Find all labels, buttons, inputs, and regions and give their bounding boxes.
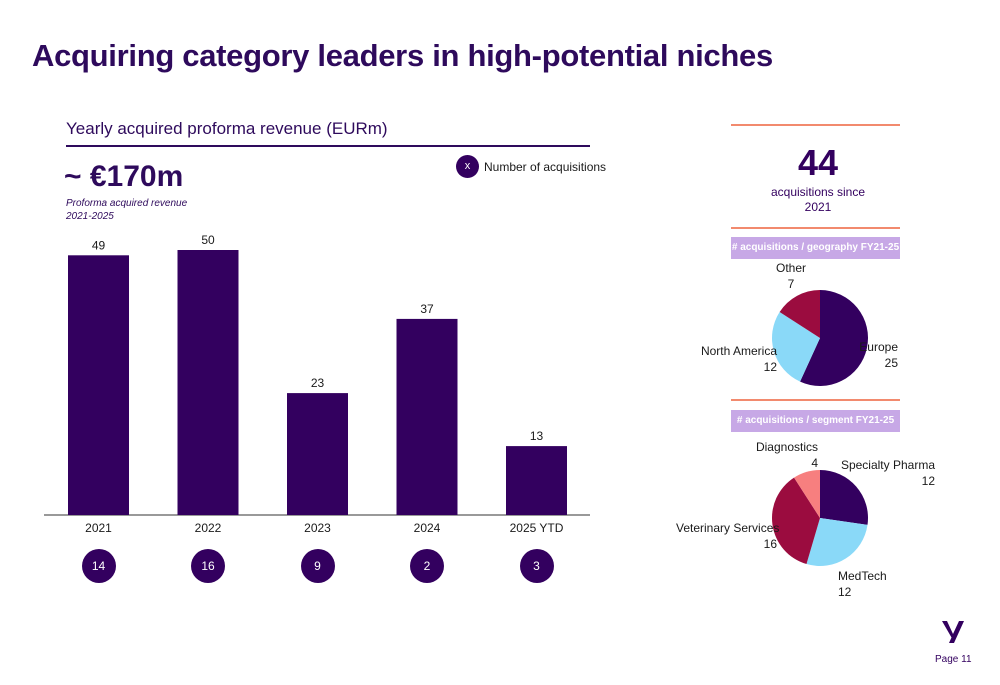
pie-label-veterinary-services: Veterinary Services 16 [676,520,780,552]
kpi-value: 44 [797,142,839,183]
segment-top-rule [731,399,900,401]
legend-label: Number of acquisitions [484,160,607,174]
pie-slice-north-america [772,312,820,382]
pie-label-specialty-pharma: Specialty Pharma 12 [832,457,935,489]
geography-pie [772,290,869,386]
pie-label-diagnostics: Diagnostics 4 [752,439,818,471]
acquisition-count-bubble: 2 [410,549,444,583]
pie-label-value: 16 [763,537,777,551]
bar-2025-ytd [506,446,567,515]
headline-note: Proforma acquired revenue 2021-2025 [66,197,206,223]
segment-header: # acquisitions / segment FY21-25 [731,410,900,432]
pie-label-name: MedTech [838,569,887,583]
bar-value-label: 49 [92,238,106,252]
acquisition-count-bubble: 3 [519,549,554,583]
pie-label-name: Specialty Pharma [840,458,935,472]
kpi-top-rule [731,124,900,126]
x-tick-label: 2025 YTD [510,521,564,535]
pie-label-north-america: North America 12 [700,343,777,375]
pie-label-value: 4 [811,456,818,470]
headline-value: ~ €170m [64,160,184,193]
bar-2021 [68,255,129,516]
bar-value-label: 13 [530,429,544,443]
company-logo-icon [942,621,964,643]
bar-value-label: 23 [311,376,325,390]
segment-pie [771,470,868,567]
page-title: Acquiring category leaders in high-poten… [32,38,773,73]
pie-label-value: 25 [884,356,898,370]
bar-value-label: 50 [201,233,215,247]
page-number: Page 11 [935,654,972,665]
pie-slice-specialty-pharma [820,470,868,525]
headline-note-line1: Proforma acquired revenue [66,198,188,209]
pie-slice-veterinary-services [771,477,820,565]
acquisition-count-bubble: 14 [81,549,116,583]
x-tick-label: 2022 [195,521,222,535]
x-tick-label: 2021 [85,521,112,535]
pie-slice-other [779,290,820,338]
pie-label-value: 12 [763,360,777,374]
pie-slice-diagnostics [794,470,820,518]
bar-2023 [287,393,348,515]
bar-value-label: 37 [420,302,434,316]
acquisition-count-bubble: 9 [300,549,335,583]
pie-label-name: North America [700,344,777,358]
pie-label-value: 7 [787,277,795,291]
pie-label-value: 12 [921,474,935,488]
kpi-text: acquisitions since 2021 [731,185,905,215]
pie-label-name: Europe [859,340,898,354]
kpi-bottom-rule [731,227,900,229]
kpi-text-line1: acquisitions since [770,185,866,199]
legend-symbol: x [456,155,479,178]
pie-slice-europe [800,290,869,386]
kpi-text-line2: 2021 [804,200,832,214]
pie-label-europe: Europe 25 [846,339,898,371]
pie-label-medtech: MedTech 12 [838,568,898,600]
pie-label-name: Veterinary Services [676,521,780,535]
pie-label-other: Other 7 [771,260,811,292]
headline-note-line2: 2021-2025 [66,211,114,222]
pie-label-value: 12 [838,585,852,599]
bar-2022 [177,250,239,515]
chart-title: Yearly acquired proforma revenue (EURm) [66,119,388,138]
bar-2024 [396,318,458,515]
chart-title-divider [66,145,590,147]
pie-label-name: Other [775,261,806,275]
x-tick-label: 2024 [414,521,441,535]
acquisition-count-bubble: 16 [191,549,225,583]
pie-label-name: Diagnostics [755,440,818,454]
geography-header: # acquisitions / geography FY21-25 [731,237,900,259]
pie-slice-medtech [806,518,868,567]
x-tick-label: 2023 [304,521,331,535]
